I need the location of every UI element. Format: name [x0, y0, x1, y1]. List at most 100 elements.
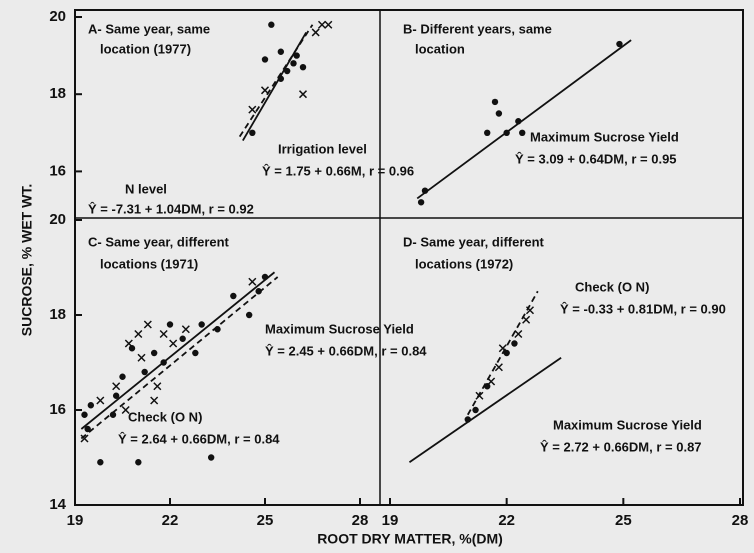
annotation: Ŷ = -0.33 + 0.81DM, r = 0.90: [560, 301, 726, 316]
annotation: Ŷ = 2.64 + 0.66DM, r = 0.84: [118, 431, 280, 446]
regression-line: [80, 271, 276, 430]
panel-title: A- Same year, same: [88, 21, 210, 36]
data-point-x: [324, 20, 333, 29]
data-point-x: [248, 277, 257, 286]
annotation: Check (O N): [575, 279, 649, 294]
annotation: Maximum Sucrose Yield: [530, 129, 679, 144]
x-tick-label: 25: [615, 512, 632, 529]
annotation: Ŷ = -7.31 + 1.04DM, r = 0.92: [88, 201, 254, 216]
data-point: [417, 199, 425, 206]
data-point: [290, 60, 297, 67]
data-point: [87, 402, 95, 409]
data-point-x: [124, 339, 133, 348]
annotation: N level: [125, 181, 167, 196]
data-point: [283, 67, 291, 75]
data-point: [268, 21, 275, 28]
annotation: Maximum Sucrose Yield: [553, 417, 702, 432]
data-point-x: [248, 105, 257, 114]
data-point: [503, 129, 510, 136]
x-axis-label: ROOT DRY MATTER, %(DM): [317, 531, 503, 547]
x-tick-label: 22: [498, 512, 515, 529]
data-point-x: [514, 329, 523, 339]
regression-line: [416, 39, 632, 200]
regression-line: [238, 24, 314, 138]
annotation: Maximum Sucrose Yield: [265, 321, 414, 336]
data-point: [277, 75, 285, 82]
data-point: [511, 340, 518, 347]
data-point: [198, 321, 205, 328]
data-point-x: [121, 405, 130, 415]
annotation: Irrigation level: [278, 141, 367, 156]
data-point-x: [317, 20, 327, 29]
data-point: [249, 129, 256, 136]
data-point: [81, 411, 88, 418]
x-tick-label: 22: [162, 512, 179, 529]
data-point-x: [494, 363, 503, 372]
data-point: [261, 273, 269, 281]
panel-title: B- Different years, same: [403, 21, 552, 36]
annotation: Ŷ = 1.75 + 0.66M, r = 0.96: [262, 163, 414, 178]
y-tick-label: 16: [49, 401, 66, 418]
data-point-x: [181, 325, 190, 334]
annotation: Ŷ = 2.72 + 0.66DM, r = 0.87: [540, 439, 702, 454]
y-axis-label: SUCROSE, % WET WT.: [19, 184, 35, 336]
y-tick-label: 18: [49, 306, 66, 323]
data-point: [150, 349, 158, 357]
data-point: [261, 56, 269, 63]
panel-title: D- Same year, different: [403, 234, 545, 249]
data-point: [421, 187, 429, 194]
data-point: [166, 321, 174, 328]
panel-title: location (1977): [100, 41, 191, 56]
data-point: [112, 392, 120, 399]
data-point: [515, 118, 522, 125]
y-tick-label: 20: [49, 8, 66, 25]
data-point-x: [150, 396, 159, 405]
annotation: Ŷ = 2.45 + 0.66DM, r = 0.84: [265, 343, 427, 358]
data-point-x: [298, 90, 308, 99]
regression-line: [466, 290, 539, 416]
data-point-x: [475, 391, 484, 400]
data-point: [84, 425, 91, 433]
panel-title: locations (1972): [415, 256, 513, 271]
x-tick-label: 28: [732, 512, 749, 529]
data-point-x: [159, 329, 168, 339]
data-point: [245, 311, 253, 319]
annotation: Check (O N): [128, 409, 202, 424]
data-point-x: [525, 306, 535, 315]
data-point: [179, 335, 186, 342]
data-point: [616, 40, 623, 48]
data-point-x: [260, 86, 270, 95]
data-point-x: [137, 353, 146, 362]
data-point: [119, 373, 126, 380]
y-tick-label: 18: [49, 85, 66, 102]
y-tick-label: 20: [49, 211, 66, 228]
data-point: [293, 52, 300, 59]
data-point: [519, 129, 526, 136]
y-tick-label: 14: [49, 496, 66, 513]
x-tick-label: 19: [382, 512, 399, 529]
data-point: [230, 292, 237, 300]
data-point: [495, 110, 503, 117]
data-point-x: [487, 377, 496, 386]
data-point: [135, 459, 142, 466]
data-point: [299, 63, 307, 71]
data-point: [160, 359, 167, 366]
plot-frame: [74, 9, 744, 506]
x-tick-label: 28: [352, 512, 369, 529]
data-point-x: [498, 344, 507, 353]
data-point: [464, 416, 471, 423]
data-point-x: [80, 434, 89, 443]
data-point: [97, 459, 104, 466]
data-point-x: [112, 382, 121, 391]
data-point-x: [522, 315, 531, 324]
data-point: [141, 368, 148, 376]
panel-title: location: [415, 41, 465, 56]
data-point-x: [134, 329, 143, 339]
data-point: [472, 406, 479, 414]
data-point-x: [169, 339, 178, 348]
y-tick-label: 16: [49, 162, 66, 179]
panel-title: locations (1971): [100, 256, 198, 271]
data-point: [207, 454, 215, 461]
annotation: Ŷ = 3.09 + 0.64DM, r = 0.95: [515, 151, 677, 166]
data-point-x: [311, 28, 320, 37]
